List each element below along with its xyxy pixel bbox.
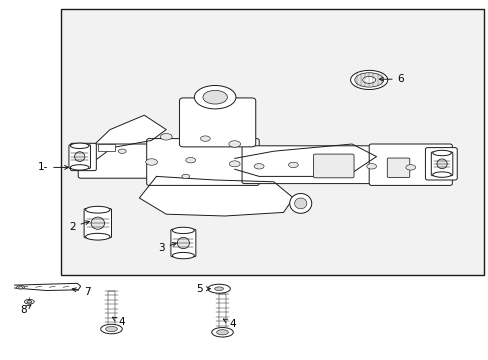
FancyBboxPatch shape <box>78 144 161 178</box>
Text: 2: 2 <box>69 221 89 232</box>
Ellipse shape <box>254 163 264 169</box>
Bar <box>61 9 483 275</box>
Ellipse shape <box>362 77 375 84</box>
Ellipse shape <box>172 252 194 259</box>
Text: 7: 7 <box>72 287 90 297</box>
Ellipse shape <box>91 217 104 229</box>
FancyBboxPatch shape <box>69 145 90 168</box>
Ellipse shape <box>70 143 89 148</box>
Ellipse shape <box>118 149 126 153</box>
Ellipse shape <box>182 174 189 179</box>
Ellipse shape <box>145 159 157 165</box>
Text: 8: 8 <box>20 305 31 315</box>
Ellipse shape <box>432 172 450 177</box>
FancyBboxPatch shape <box>179 98 255 147</box>
Ellipse shape <box>101 324 122 334</box>
Polygon shape <box>98 144 115 151</box>
Polygon shape <box>15 283 81 291</box>
FancyBboxPatch shape <box>84 208 111 238</box>
FancyBboxPatch shape <box>430 152 452 176</box>
Text: 1-: 1- <box>38 162 68 172</box>
Ellipse shape <box>216 330 228 335</box>
Ellipse shape <box>160 134 172 140</box>
Ellipse shape <box>194 85 236 109</box>
Ellipse shape <box>85 206 110 213</box>
Text: 5: 5 <box>196 284 210 294</box>
Ellipse shape <box>229 161 240 167</box>
Ellipse shape <box>366 163 376 169</box>
Ellipse shape <box>17 285 24 289</box>
Ellipse shape <box>19 287 22 288</box>
Ellipse shape <box>75 152 84 162</box>
FancyBboxPatch shape <box>425 148 456 180</box>
Bar <box>218 294 226 330</box>
Ellipse shape <box>207 284 230 293</box>
Ellipse shape <box>228 141 240 147</box>
FancyBboxPatch shape <box>171 229 195 257</box>
FancyBboxPatch shape <box>70 143 96 171</box>
Ellipse shape <box>432 150 450 156</box>
Ellipse shape <box>294 198 306 209</box>
Ellipse shape <box>200 136 210 141</box>
Bar <box>107 291 115 327</box>
Ellipse shape <box>436 159 446 168</box>
Text: 4: 4 <box>112 317 124 327</box>
Polygon shape <box>85 115 166 160</box>
Ellipse shape <box>211 328 233 337</box>
Ellipse shape <box>405 165 415 170</box>
Ellipse shape <box>288 162 298 167</box>
Text: 6: 6 <box>379 74 404 84</box>
Text: 3: 3 <box>158 243 176 253</box>
Ellipse shape <box>27 300 32 303</box>
Ellipse shape <box>177 237 189 249</box>
FancyBboxPatch shape <box>242 146 383 184</box>
FancyBboxPatch shape <box>313 154 353 178</box>
Ellipse shape <box>105 327 117 332</box>
Ellipse shape <box>24 300 34 304</box>
Ellipse shape <box>214 287 223 291</box>
Text: 4: 4 <box>223 319 235 329</box>
FancyBboxPatch shape <box>146 139 259 185</box>
Ellipse shape <box>350 70 387 90</box>
FancyBboxPatch shape <box>368 144 451 185</box>
Ellipse shape <box>70 165 89 170</box>
Ellipse shape <box>354 73 383 87</box>
FancyBboxPatch shape <box>386 158 409 177</box>
Ellipse shape <box>289 194 311 213</box>
Ellipse shape <box>203 90 227 104</box>
Polygon shape <box>234 144 376 176</box>
Ellipse shape <box>85 233 110 240</box>
Polygon shape <box>139 176 293 216</box>
Ellipse shape <box>185 158 195 163</box>
Ellipse shape <box>172 227 194 234</box>
